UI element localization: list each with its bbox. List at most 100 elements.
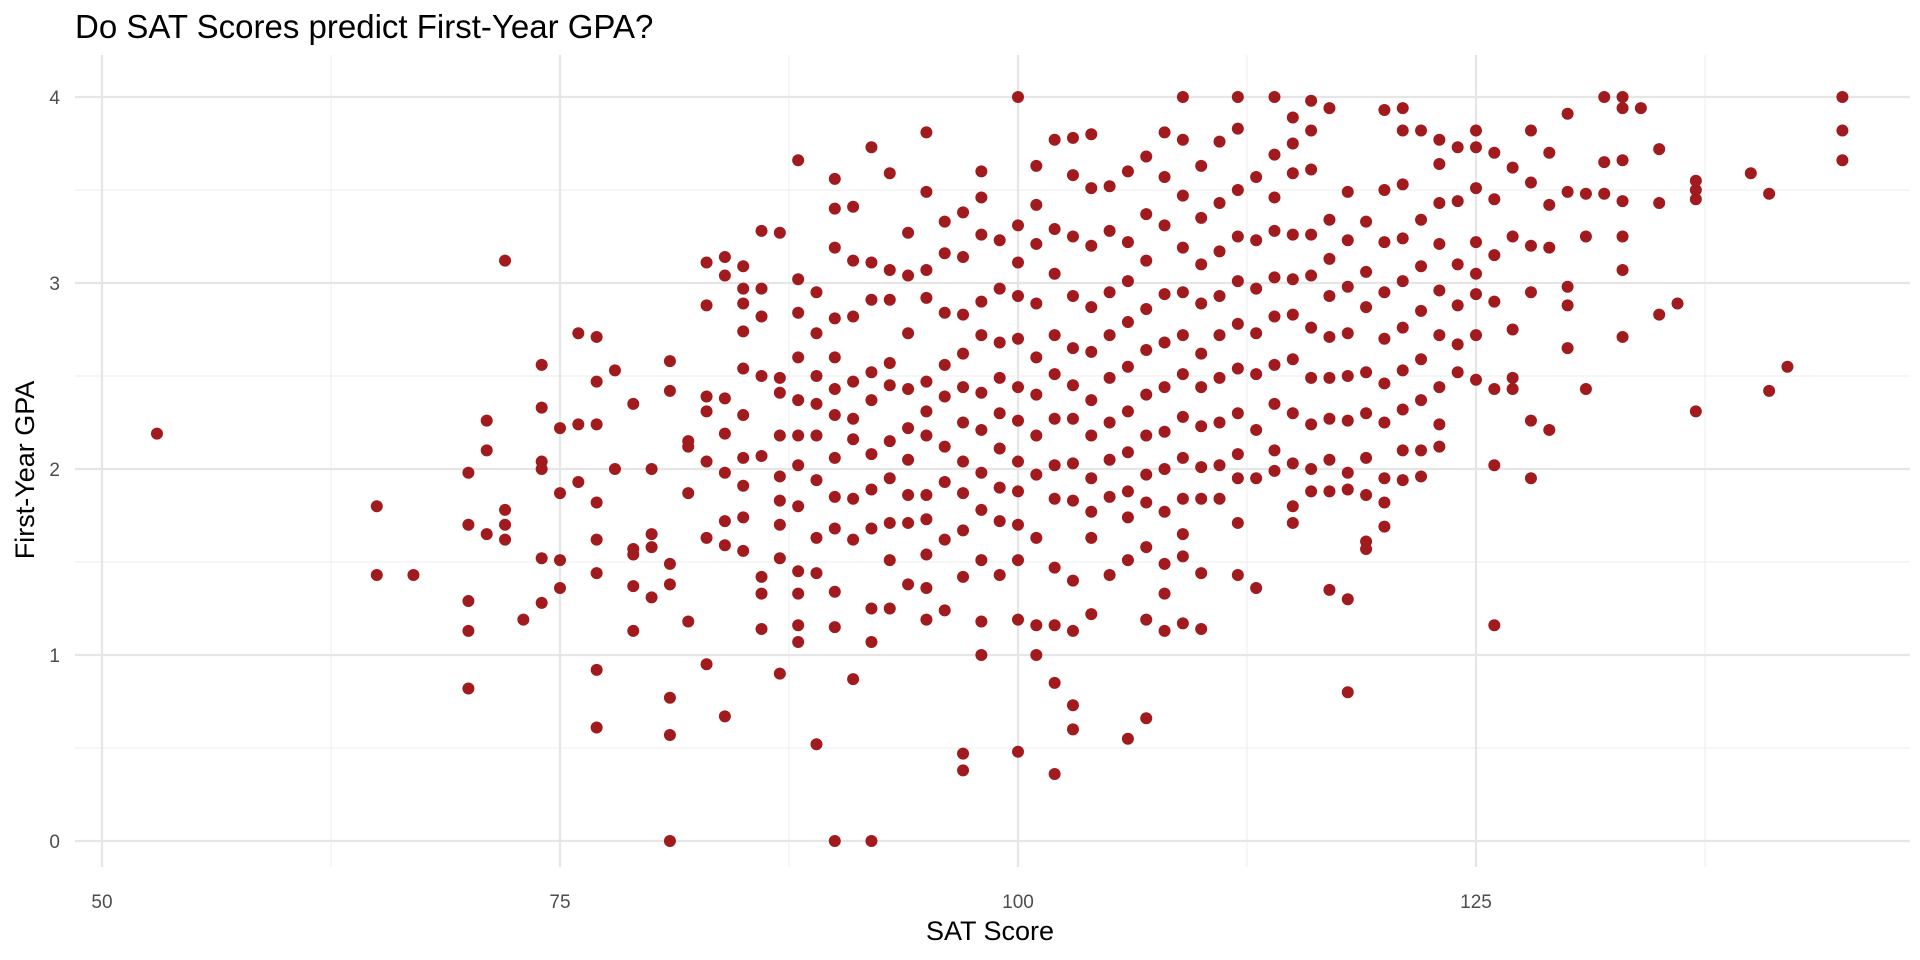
data-point [1268,224,1281,237]
data-point [499,533,512,546]
data-point [1103,490,1116,503]
data-point [847,254,860,267]
data-point [1506,161,1519,174]
data-point [1213,245,1226,258]
data-point [1030,198,1043,211]
data-point [1433,157,1446,170]
data-point [1763,384,1776,397]
data-point [755,570,768,583]
data-point [993,234,1006,247]
data-point [1012,381,1024,394]
data-point [755,449,768,462]
data-point [1103,416,1116,429]
data-point [975,191,988,204]
data-point [718,515,731,528]
data-point [1524,472,1537,485]
data-point [1085,531,1098,544]
data-point [1689,184,1702,196]
data-point [1396,102,1409,115]
data-point [1158,219,1171,232]
data-point [957,381,970,394]
data-point [700,256,713,269]
data-point [993,407,1006,420]
data-point [902,269,915,282]
data-point [1689,405,1702,418]
data-point [1305,321,1318,334]
data-point [1268,191,1281,204]
data-point [700,299,713,312]
data-point [1012,414,1024,427]
data-point [1689,174,1702,187]
data-point [1231,362,1244,375]
data-point [957,570,970,583]
data-point [1140,343,1153,356]
data-point [1360,301,1373,314]
data-point [1653,143,1666,156]
data-point [865,141,878,154]
data-point [755,310,768,323]
data-point [535,596,548,609]
data-point [1250,472,1263,485]
data-point [1268,444,1281,457]
x-tick-label: 125 [1460,892,1492,913]
data-point [1121,405,1134,418]
data-point [1341,686,1354,699]
data-point [627,548,640,561]
data-point [590,330,603,343]
data-point [1433,284,1446,297]
data-point [1195,622,1208,635]
data-point [1066,624,1079,637]
data-point [1378,332,1391,345]
data-point [1433,329,1446,342]
data-point [957,206,970,219]
data-point [902,327,915,340]
data-point [993,282,1006,295]
data-point [1616,154,1629,167]
data-point [370,500,383,513]
data-point [828,835,841,847]
data-point [938,247,951,260]
data-point [975,386,988,399]
data-point [1048,329,1061,342]
data-point [1286,111,1299,124]
data-point [1561,299,1574,312]
grid-lines [75,55,1910,867]
data-point [1579,383,1592,396]
data-point [1030,237,1043,250]
data-point [1176,368,1189,381]
data-point [975,423,988,436]
data-point [1066,169,1079,182]
data-point [737,362,750,375]
data-point [1305,124,1318,137]
data-point [1121,732,1134,745]
data-point [810,397,823,410]
data-point [590,533,603,546]
data-point [847,310,860,323]
data-point [810,327,823,340]
data-point [865,635,878,648]
y-tick-label: 1 [49,646,60,667]
data-point [1103,569,1116,582]
data-point [865,602,878,615]
data-point [828,409,841,422]
data-point [938,476,951,489]
data-point [1085,429,1098,442]
data-point [700,455,713,468]
data-point [1012,256,1024,269]
data-point [920,513,933,526]
data-point [1616,91,1629,103]
data-point [554,582,566,595]
x-axis-ticks: 50 75 100 125 [91,892,1491,913]
data-point [627,397,640,410]
data-point [1030,351,1043,364]
data-point [1543,146,1556,159]
data-point [1231,230,1244,243]
data-point [1360,489,1373,502]
data-point [1268,271,1281,284]
data-point [1543,241,1556,254]
data-point [1103,180,1116,193]
y-tick-label: 0 [49,832,60,853]
data-point [1305,371,1318,384]
data-point [1433,381,1446,394]
data-point [975,295,988,308]
